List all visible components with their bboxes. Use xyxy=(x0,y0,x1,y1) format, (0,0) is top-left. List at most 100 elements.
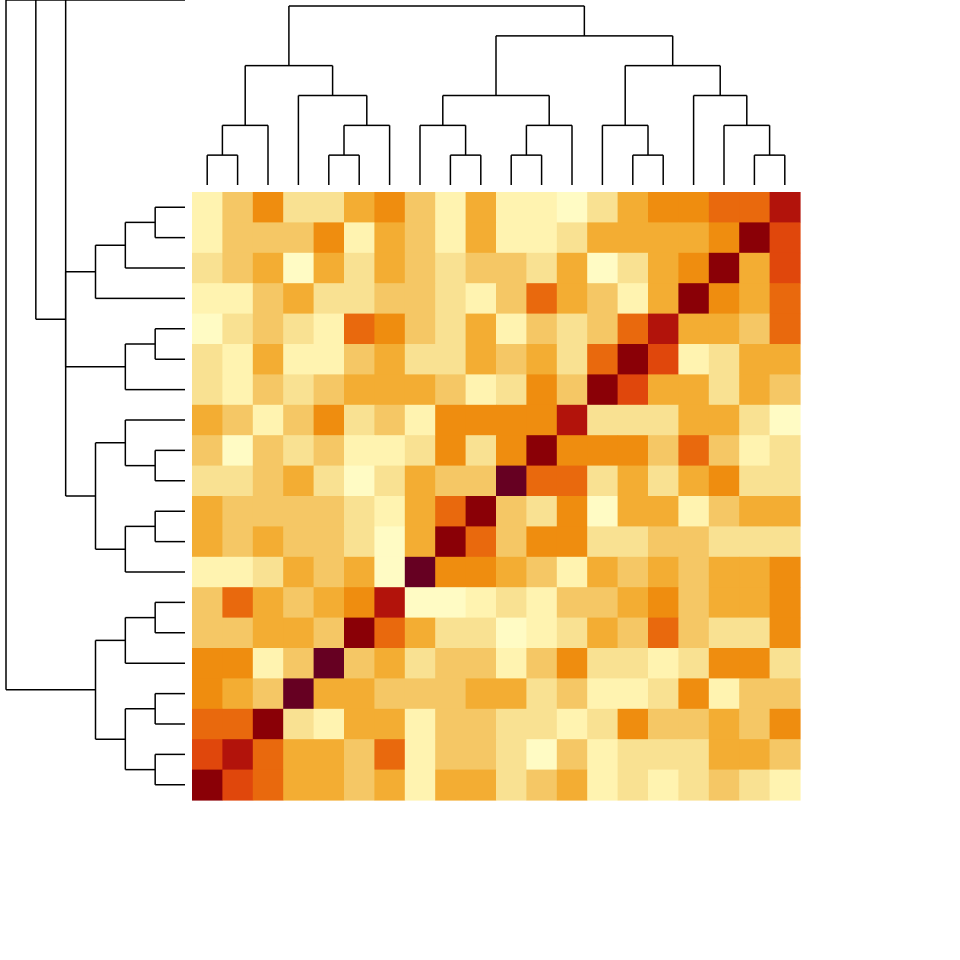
heatmap-cell xyxy=(344,404,375,436)
heatmap-cell xyxy=(617,404,649,436)
heatmap-cell xyxy=(465,496,497,527)
heatmap-cell xyxy=(617,769,649,801)
heatmap-cell xyxy=(526,769,558,801)
heatmap-cell xyxy=(344,496,375,527)
heatmap-cell xyxy=(374,374,406,406)
heatmap-cell xyxy=(192,252,223,284)
heatmap-cell xyxy=(192,374,223,406)
heatmap-cell xyxy=(556,283,588,315)
heatmap-cell xyxy=(404,465,436,497)
heatmap-cell xyxy=(587,222,619,254)
heatmap-cell xyxy=(404,252,436,284)
heatmap-cell xyxy=(496,465,527,497)
heatmap-cell xyxy=(192,192,223,223)
heatmap-cell xyxy=(222,556,254,588)
heatmap-cell xyxy=(556,374,588,406)
heatmap-cell xyxy=(739,344,771,375)
heatmap-cell xyxy=(344,374,375,406)
heatmap-cell xyxy=(587,252,619,284)
heatmap-cell xyxy=(283,313,315,345)
heatmap-cell xyxy=(496,587,527,619)
heatmap-cell xyxy=(648,435,679,467)
heatmap-cell xyxy=(222,374,254,406)
heatmap-cell xyxy=(465,283,497,315)
heatmap-cell xyxy=(222,344,254,375)
heatmap-cell xyxy=(617,526,649,558)
heatmap-cell xyxy=(344,648,375,679)
heatmap-cell xyxy=(739,435,771,467)
heatmap-cell xyxy=(313,739,345,771)
heatmap-cell xyxy=(313,192,345,223)
heatmap-cell xyxy=(313,374,345,406)
heatmap-cell xyxy=(587,648,619,679)
heatmap-cell xyxy=(769,769,801,801)
heatmap-cell xyxy=(465,374,497,406)
heatmap-cell xyxy=(496,374,527,406)
heatmap-cell xyxy=(708,313,740,345)
heatmap-cell xyxy=(739,222,771,254)
heatmap-cell xyxy=(617,192,649,223)
heatmap-cell xyxy=(313,496,345,527)
heatmap-cell xyxy=(192,739,223,771)
heatmap-cell xyxy=(374,739,406,771)
heatmap-cell xyxy=(192,283,223,315)
heatmap-cell xyxy=(192,222,223,254)
heatmap-cell xyxy=(222,313,254,345)
heatmap-cell xyxy=(739,465,771,497)
heatmap-cell xyxy=(374,496,406,527)
heatmap-cell xyxy=(617,648,649,679)
heatmap-cell xyxy=(678,283,710,315)
heatmap-cell xyxy=(587,374,619,406)
heatmap-cell xyxy=(678,404,710,436)
heatmap-cell xyxy=(344,465,375,497)
heatmap-cell xyxy=(678,222,710,254)
heatmap-cell xyxy=(192,648,223,679)
heatmap-cell xyxy=(465,465,497,497)
heatmap-cell xyxy=(617,465,649,497)
heatmap-cell xyxy=(313,526,345,558)
heatmap-cell xyxy=(252,252,284,284)
heatmap-cell xyxy=(344,769,375,801)
heatmap-cell xyxy=(769,556,801,588)
heatmap-cell xyxy=(252,344,284,375)
heatmap-cell xyxy=(739,739,771,771)
heatmap-cell xyxy=(192,344,223,375)
heatmap-cell xyxy=(678,496,710,527)
heatmap-cell xyxy=(252,739,284,771)
heatmap-cell xyxy=(556,739,588,771)
heatmap-cell xyxy=(526,617,558,649)
heatmap-cell xyxy=(283,678,315,710)
heatmap-cell xyxy=(739,587,771,619)
heatmap-cell xyxy=(222,435,254,467)
heatmap-cell xyxy=(435,344,467,375)
heatmap-cell xyxy=(648,344,679,375)
heatmap-cell xyxy=(708,617,740,649)
heatmap-cell xyxy=(648,617,679,649)
heatmap-cell xyxy=(252,708,284,740)
heatmap-cell xyxy=(556,648,588,679)
heatmap-cell xyxy=(556,435,588,467)
heatmap-cell xyxy=(252,283,284,315)
heatmap-cell xyxy=(404,283,436,315)
heatmap-cell xyxy=(313,404,345,436)
heatmap-cell xyxy=(617,739,649,771)
heatmap-cell xyxy=(435,313,467,345)
heatmap-cell xyxy=(283,587,315,619)
heatmap-cell xyxy=(404,556,436,588)
heatmap-cell xyxy=(404,313,436,345)
heatmap-cell xyxy=(374,252,406,284)
heatmap-cell xyxy=(648,526,679,558)
heatmap-cell xyxy=(465,435,497,467)
heatmap-cell xyxy=(769,708,801,740)
heatmap-cell xyxy=(344,283,375,315)
heatmap-cell xyxy=(344,435,375,467)
heatmap-cell xyxy=(617,678,649,710)
heatmap-cell xyxy=(313,556,345,588)
heatmap-cell xyxy=(374,435,406,467)
heatmap-cell xyxy=(465,252,497,284)
heatmap-cell xyxy=(496,252,527,284)
heatmap-cell xyxy=(465,192,497,223)
heatmap-cell xyxy=(404,769,436,801)
heatmap-cell xyxy=(648,496,679,527)
heatmap-cell xyxy=(526,404,558,436)
